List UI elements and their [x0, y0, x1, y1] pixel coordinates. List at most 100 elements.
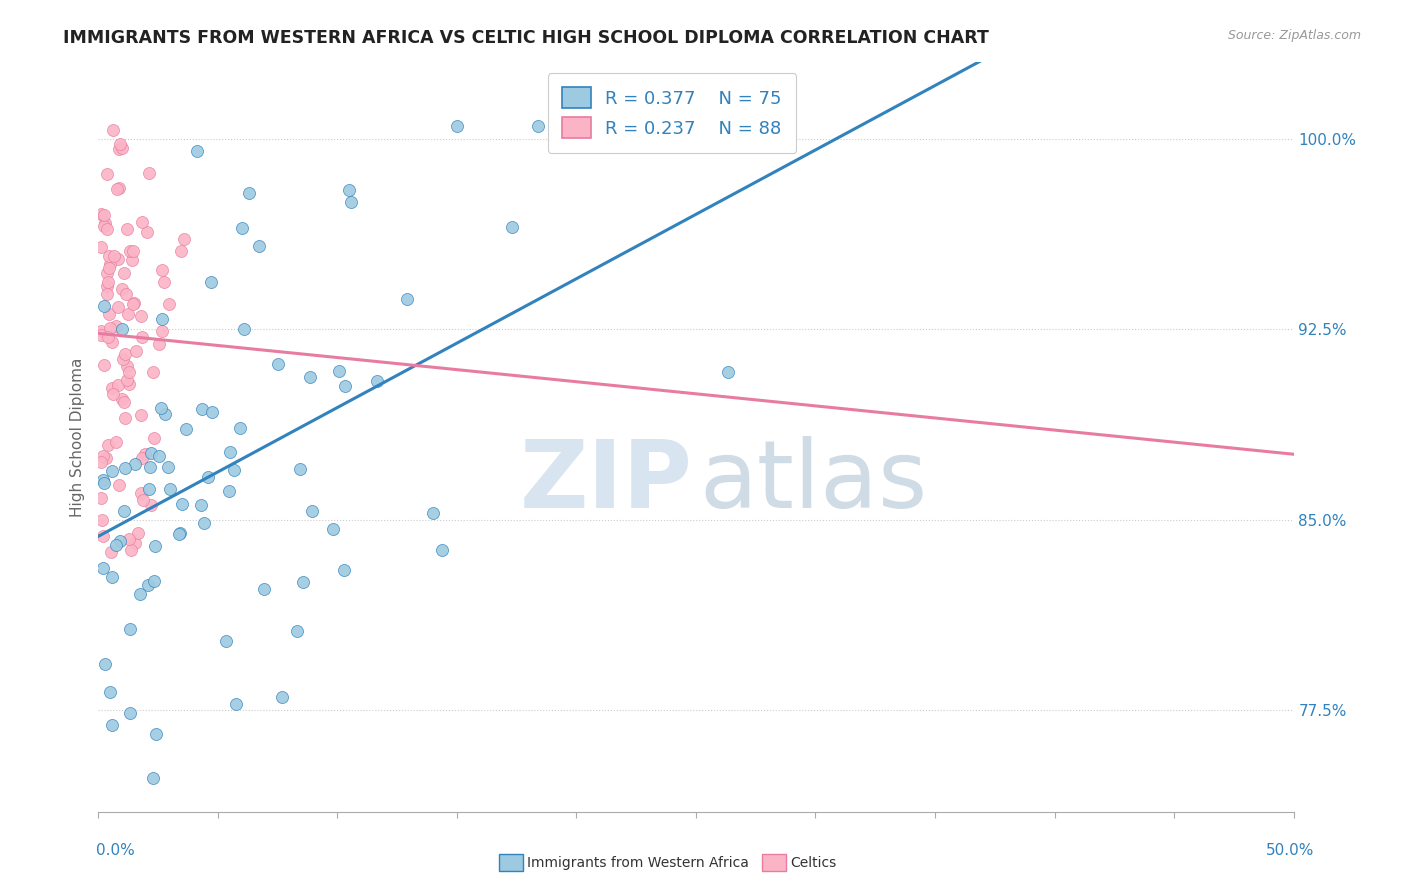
Point — [430, 542, 453, 557]
Point — [139, 498, 162, 512]
Point — [270, 690, 292, 704]
Point — [136, 225, 159, 239]
Point — [96, 279, 118, 293]
Point — [111, 282, 134, 296]
Point — [97, 260, 120, 275]
Point — [107, 378, 129, 392]
Point — [121, 253, 143, 268]
Point — [125, 343, 148, 358]
Point — [93, 216, 115, 230]
Point — [149, 401, 172, 415]
Text: Source: ZipAtlas.com: Source: ZipAtlas.com — [1227, 29, 1361, 42]
Point — [112, 351, 135, 366]
Point — [117, 307, 139, 321]
Point — [110, 533, 132, 548]
Point — [98, 257, 121, 271]
Point — [105, 435, 128, 450]
Point — [90, 324, 112, 338]
Y-axis label: High School Diploma: High School Diploma — [70, 358, 86, 516]
Point — [527, 119, 550, 133]
Point — [112, 266, 135, 280]
Point — [104, 538, 127, 552]
Point — [446, 119, 468, 133]
Point — [138, 166, 160, 180]
Point — [101, 334, 124, 349]
Point — [215, 633, 238, 648]
Point — [93, 208, 115, 222]
Point — [96, 438, 118, 452]
Point — [112, 504, 135, 518]
Point — [122, 297, 145, 311]
Point — [322, 522, 344, 536]
Point — [201, 405, 224, 419]
Point — [115, 286, 138, 301]
Point — [90, 455, 112, 469]
Point — [366, 374, 388, 388]
Point — [124, 536, 146, 550]
Point — [91, 473, 114, 487]
Point — [218, 483, 240, 498]
Point — [150, 262, 173, 277]
Point — [129, 408, 152, 422]
Point — [247, 239, 270, 253]
Point — [90, 491, 112, 505]
Point — [90, 207, 112, 221]
Point — [169, 526, 191, 541]
Point — [97, 275, 120, 289]
Point — [97, 330, 120, 344]
Point — [101, 570, 124, 584]
Point — [93, 299, 115, 313]
Point — [114, 411, 136, 425]
Point — [138, 482, 160, 496]
Point — [228, 421, 250, 435]
Point — [150, 324, 173, 338]
Point — [101, 387, 124, 401]
Point — [90, 327, 112, 342]
Point — [139, 445, 162, 459]
Text: Celtics: Celtics — [790, 855, 837, 870]
Point — [225, 697, 247, 711]
Point — [159, 482, 181, 496]
Point — [96, 451, 118, 466]
Point — [103, 249, 125, 263]
Text: 0.0%: 0.0% — [96, 843, 135, 858]
Point — [98, 249, 121, 263]
Point — [101, 381, 124, 395]
Point — [157, 297, 180, 311]
Point — [103, 122, 125, 136]
Point — [335, 379, 357, 393]
Point — [105, 182, 128, 196]
Point — [148, 450, 170, 464]
Point — [143, 431, 166, 445]
Point — [115, 359, 138, 373]
Point — [232, 321, 254, 335]
Point — [115, 374, 138, 388]
Point — [186, 145, 208, 159]
Point — [127, 525, 149, 540]
Text: 50.0%: 50.0% — [1267, 843, 1315, 858]
Point — [396, 292, 419, 306]
Point — [114, 461, 136, 475]
Point — [340, 195, 363, 210]
Point — [333, 563, 356, 577]
Point — [288, 462, 311, 476]
Point — [717, 365, 740, 379]
Point — [129, 485, 152, 500]
Point — [114, 347, 136, 361]
Point — [93, 219, 115, 233]
Point — [337, 184, 360, 198]
Point — [170, 497, 193, 511]
Point — [108, 181, 131, 195]
Point — [190, 498, 212, 512]
Point — [143, 539, 166, 553]
Point — [111, 140, 134, 154]
Point — [98, 321, 121, 335]
Point — [91, 513, 114, 527]
Point — [422, 506, 444, 520]
Text: Immigrants from Western Africa: Immigrants from Western Africa — [527, 855, 749, 870]
Point — [301, 504, 323, 518]
Point — [120, 706, 142, 720]
Point — [108, 137, 131, 152]
Point — [174, 422, 197, 436]
Point — [118, 377, 141, 392]
